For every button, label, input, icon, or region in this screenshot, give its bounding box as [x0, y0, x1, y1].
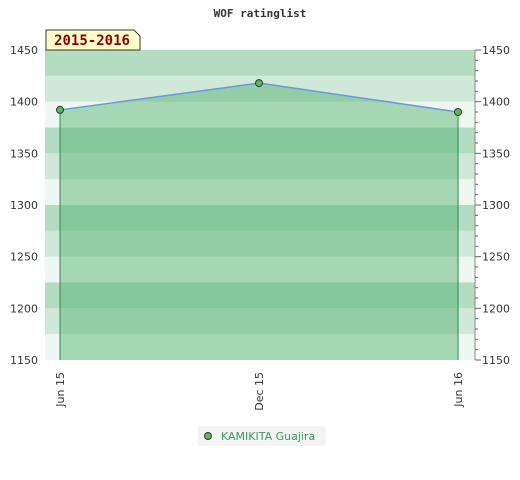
y-tick-label-left: 1150	[10, 354, 38, 367]
x-tick-label: Jun 15	[54, 372, 67, 408]
y-axis-right: 1150 1200 1250 1300 1350 1400 1450	[474, 44, 510, 367]
data-point	[255, 79, 263, 88]
y-tick-label-right: 1200	[482, 302, 510, 315]
y-tick-label-left: 1450	[10, 44, 38, 57]
series-area	[60, 83, 458, 361]
y-tick-label-right: 1350	[482, 147, 510, 160]
grid-band	[45, 256, 475, 283]
grid-band	[45, 334, 475, 360]
x-tick-label: Jun 16	[452, 372, 465, 408]
x-axis: Jun 15 Dec 15 Jun 16	[54, 372, 465, 411]
legend[interactable]: KAMIKITA Guajira	[198, 426, 326, 446]
data-point	[56, 105, 64, 114]
grid-band	[45, 308, 475, 335]
y-tick-label-right: 1400	[482, 96, 510, 109]
grid-band	[45, 282, 475, 309]
y-axis-left: 1150 1200 1250 1300 1350 1400 1450	[10, 44, 38, 367]
legend-marker	[204, 432, 212, 440]
data-point	[454, 108, 462, 116]
y-tick-label-left: 1300	[10, 199, 38, 212]
period-label: 2015-2016	[54, 33, 130, 49]
chart-title: WOF ratinglist	[214, 7, 307, 20]
x-tick-label: Dec 15	[253, 372, 266, 411]
y-tick-label-left: 1350	[10, 147, 38, 160]
y-tick-label-right: 1300	[482, 199, 510, 212]
period-badge: 2015-2016	[45, 29, 141, 51]
grid-band	[45, 230, 475, 257]
y-tick-label-right: 1150	[482, 354, 510, 367]
grid-band	[45, 50, 475, 76]
legend-label: KAMIKITA Guajira	[221, 430, 315, 443]
grid-band	[45, 101, 475, 128]
period-badge-shape	[45, 29, 141, 51]
y-tick-label-left: 1250	[10, 251, 38, 264]
y-tick-label-left: 1200	[10, 302, 38, 315]
series-area-layer	[56, 79, 462, 361]
y-tick-label-right: 1450	[482, 44, 510, 57]
grid-band	[45, 127, 475, 154]
legend-box	[198, 426, 326, 446]
background-bands	[45, 50, 475, 360]
grid-band	[45, 179, 475, 205]
y-tick-label-right: 1250	[482, 251, 510, 264]
y-tick-label-left: 1400	[10, 96, 38, 109]
grid-band	[45, 153, 475, 180]
grid-band	[45, 205, 475, 231]
